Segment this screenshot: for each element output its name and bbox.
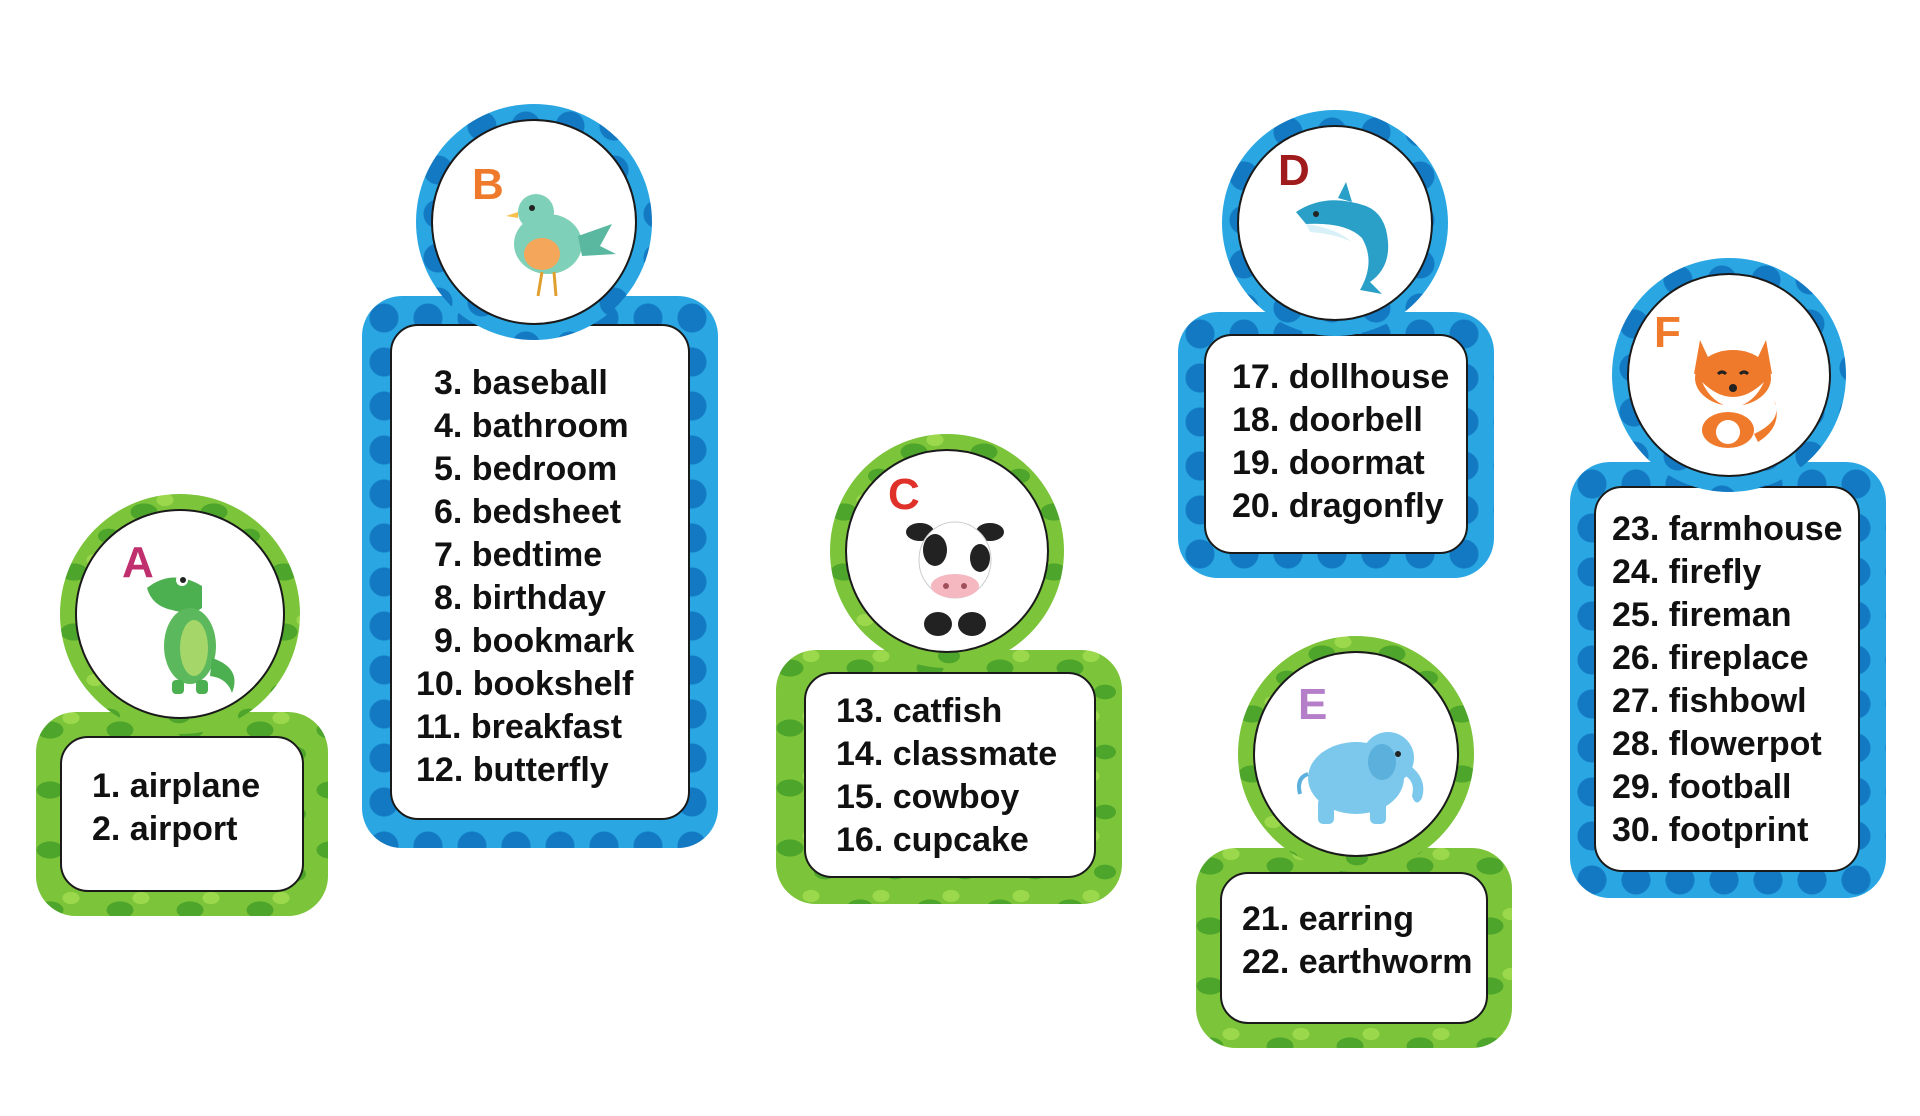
word-item: 20. dragonfly [1232, 487, 1444, 525]
word-item: 28. flowerpot [1612, 725, 1822, 763]
card-d-word-list: 17. dollhouse 18. doorbell 19. doormat 2… [1232, 356, 1449, 528]
word-item: 16. cupcake [836, 821, 1029, 859]
card-a-letter: A [122, 538, 154, 587]
word-item: 26. fireplace [1612, 639, 1809, 677]
word-item: 6. bedsheet [434, 493, 622, 531]
word-item: 22. earthworm [1242, 943, 1473, 981]
card-e-panel [1220, 872, 1488, 1024]
card-b-panel [390, 324, 690, 820]
word-item: 14. classmate [836, 735, 1058, 773]
word-item: 8. birthday [434, 579, 606, 617]
card-a-word-list: 1. airplane 2. airport [92, 765, 260, 851]
word-item: 27. fishbowl [1612, 682, 1807, 720]
word-item: 5. bedroom [434, 450, 618, 488]
card-c-word-list: 13. catfish 14. classmate 15. cowboy 16.… [836, 690, 1057, 862]
word-item: 13. catfish [836, 692, 1003, 730]
card-d-panel [1204, 334, 1468, 554]
word-item: 12. butterfly [416, 751, 609, 789]
crocodile-icon [147, 574, 235, 694]
word-item: 4. bathroom [434, 407, 629, 445]
elephant-icon [1297, 732, 1424, 824]
word-item: 15. cowboy [836, 778, 1020, 816]
dolphin-icon [1296, 182, 1389, 294]
word-item: 3. baseball [434, 364, 608, 402]
word-item: 30. footprint [1612, 811, 1809, 849]
word-item: 11. breakfast [416, 708, 623, 746]
card-e-letter: E [1298, 680, 1328, 729]
card-c-panel [804, 672, 1096, 878]
word-item: 7. bedtime [434, 536, 603, 574]
word-item: 10. bookshelf [416, 665, 634, 703]
fox-icon [1694, 340, 1778, 448]
word-item: 25. fireman [1612, 596, 1792, 634]
card-f-panel [1594, 486, 1860, 872]
word-item: 21. earring [1242, 900, 1414, 938]
bird-icon [506, 194, 616, 297]
word-item: 9. bookmark [434, 622, 635, 660]
card-b-word-list: 3. baseball 4. bathroom 5. bedroom 6. be… [416, 362, 634, 792]
word-item: 23. farmhouse [1612, 510, 1843, 548]
card-f-letter: F [1654, 308, 1681, 357]
card-f-word-list: 23. farmhouse 24. firefly 25. fireman 26… [1612, 508, 1843, 852]
word-item: 1. airplane [92, 767, 261, 805]
card-b-letter: B [472, 160, 504, 209]
card-a-panel [60, 736, 304, 892]
word-item: 18. doorbell [1232, 401, 1423, 439]
card-d-letter: D [1278, 146, 1310, 195]
word-item: 19. doormat [1232, 444, 1425, 482]
cow-icon [906, 521, 1004, 636]
word-item: 2. airport [92, 810, 238, 848]
word-item: 17. dollhouse [1232, 358, 1450, 396]
card-c-letter: C [888, 470, 920, 519]
word-item: 24. firefly [1612, 553, 1762, 591]
card-e-word-list: 21. earring 22. earthworm [1242, 898, 1473, 984]
word-item: 29. football [1612, 768, 1792, 806]
